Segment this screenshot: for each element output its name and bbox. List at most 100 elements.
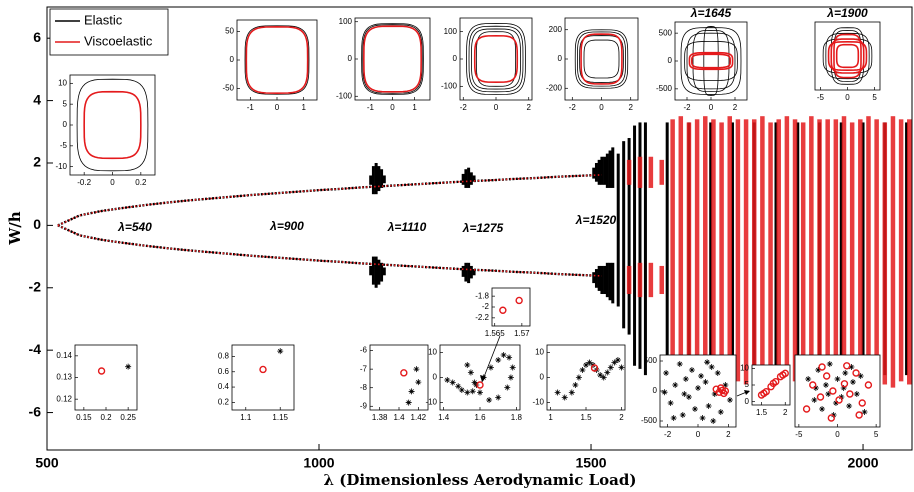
inset-orbit	[583, 39, 620, 79]
chaotic-range	[637, 156, 643, 188]
chaotic-range	[839, 122, 843, 376]
inset-orbit	[76, 78, 149, 172]
chaotic-range	[611, 262, 615, 304]
inset-point	[840, 385, 847, 391]
chaotic-range	[648, 262, 654, 298]
inset-x-tick-label: 0	[110, 178, 115, 187]
annotation: λ=900	[269, 219, 304, 233]
inset-point	[762, 387, 770, 396]
chaotic-range	[371, 166, 375, 195]
inset-point	[597, 372, 604, 378]
chaotic-range	[637, 262, 643, 298]
chaotic-range	[874, 119, 879, 382]
chaotic-range	[622, 141, 626, 329]
inset-y-tick-label: 0	[433, 373, 438, 382]
chaotic-range	[709, 122, 713, 376]
chaotic-range	[866, 116, 871, 385]
inset-orbit	[833, 33, 862, 79]
branch-upper	[57, 174, 602, 227]
inset-point	[829, 387, 837, 395]
chaotic-range	[751, 119, 757, 382]
inset-point	[607, 364, 614, 371]
inset-x-tick-label: 0	[845, 93, 850, 102]
inset-point	[509, 364, 516, 371]
inset-x-tick-label: 1.565	[485, 329, 506, 338]
inset-point	[843, 362, 851, 370]
chaotic-range	[464, 169, 468, 188]
inset-point	[97, 367, 106, 375]
inset-y-tick-label: 10	[58, 78, 67, 87]
inset-x-tick-label: 0.2	[100, 413, 112, 422]
legend-box	[49, 8, 169, 56]
inset-orbit	[835, 43, 860, 69]
inset-point	[812, 385, 819, 391]
inset-point	[838, 394, 845, 400]
inset-point	[487, 364, 494, 371]
inset-point	[515, 296, 523, 305]
inset-y-tick-label: -6	[360, 346, 368, 355]
inset-point	[476, 381, 484, 389]
inset-x-tick-label: 0	[390, 103, 395, 112]
inset-x-tick-label: 1.4	[438, 413, 450, 422]
inset-x-tick-label: 5	[872, 93, 877, 102]
inset-y-tick-label: -10	[55, 162, 67, 171]
inset-point	[679, 412, 686, 418]
inset-y-tick-label: 0.6	[218, 367, 230, 376]
inset-y-tick-label: 0.4	[218, 382, 230, 391]
x-tick-label: 500	[35, 455, 59, 471]
inset-orbit	[473, 34, 519, 84]
y-tick-label: 4	[33, 91, 41, 107]
chaotic-range	[605, 153, 609, 188]
chaotic-range	[858, 119, 863, 388]
chaotic-range	[774, 122, 778, 376]
inset-point	[413, 366, 420, 373]
arrow	[481, 335, 501, 383]
inset-point	[277, 348, 284, 355]
inset-y-tick-label: -100	[441, 81, 458, 90]
inset-frame	[814, 21, 881, 91]
inset-x-tick-label: 0	[709, 103, 714, 112]
inset-point	[802, 405, 811, 413]
inset-point	[464, 362, 471, 368]
chaotic-range	[626, 159, 632, 185]
chaotic-range	[469, 265, 473, 279]
inset-point	[846, 403, 853, 409]
inset-x-tick-label: 0.25	[120, 413, 136, 422]
chaotic-range	[377, 166, 381, 192]
inset-point	[554, 389, 561, 396]
chaotic-range	[719, 122, 724, 385]
inset-x-tick-label: -5	[795, 430, 803, 439]
inset-orbit	[244, 25, 310, 95]
inset-x-tick-label: -2	[569, 103, 577, 112]
chaotic-range	[461, 265, 465, 277]
y-tick-label: -2	[29, 278, 42, 294]
inset-point	[467, 369, 474, 376]
inset-point	[714, 370, 721, 376]
inset-y-tick-label: 10	[428, 348, 437, 357]
chaotic-range	[833, 119, 839, 382]
y-tick-label: 2	[33, 154, 41, 170]
inset-point	[699, 415, 706, 421]
inset-point	[858, 399, 866, 407]
inset-x-tick-label: -0.2	[77, 178, 91, 187]
inset-point	[717, 409, 724, 415]
inset-y-tick-label: -1.8	[475, 291, 489, 300]
inset-point	[815, 367, 822, 373]
inset-orbit	[822, 38, 873, 74]
inset-point	[685, 394, 692, 400]
chaotic-range	[727, 116, 733, 388]
chaotic-range	[743, 119, 749, 385]
chaotic-range	[603, 265, 607, 295]
chaotic-range	[633, 125, 637, 366]
inset-point	[711, 391, 718, 397]
chaotic-range	[659, 159, 664, 185]
inset-y-tick-label: 50	[225, 27, 234, 36]
x-tick-label: 1000	[303, 455, 334, 471]
inset-point	[710, 418, 717, 424]
inset-point	[698, 373, 705, 379]
annotation: λ=1275	[462, 221, 504, 235]
inset-title: λ=1900	[826, 6, 868, 20]
chaotic-range	[472, 269, 476, 276]
inset-frame	[794, 354, 881, 428]
